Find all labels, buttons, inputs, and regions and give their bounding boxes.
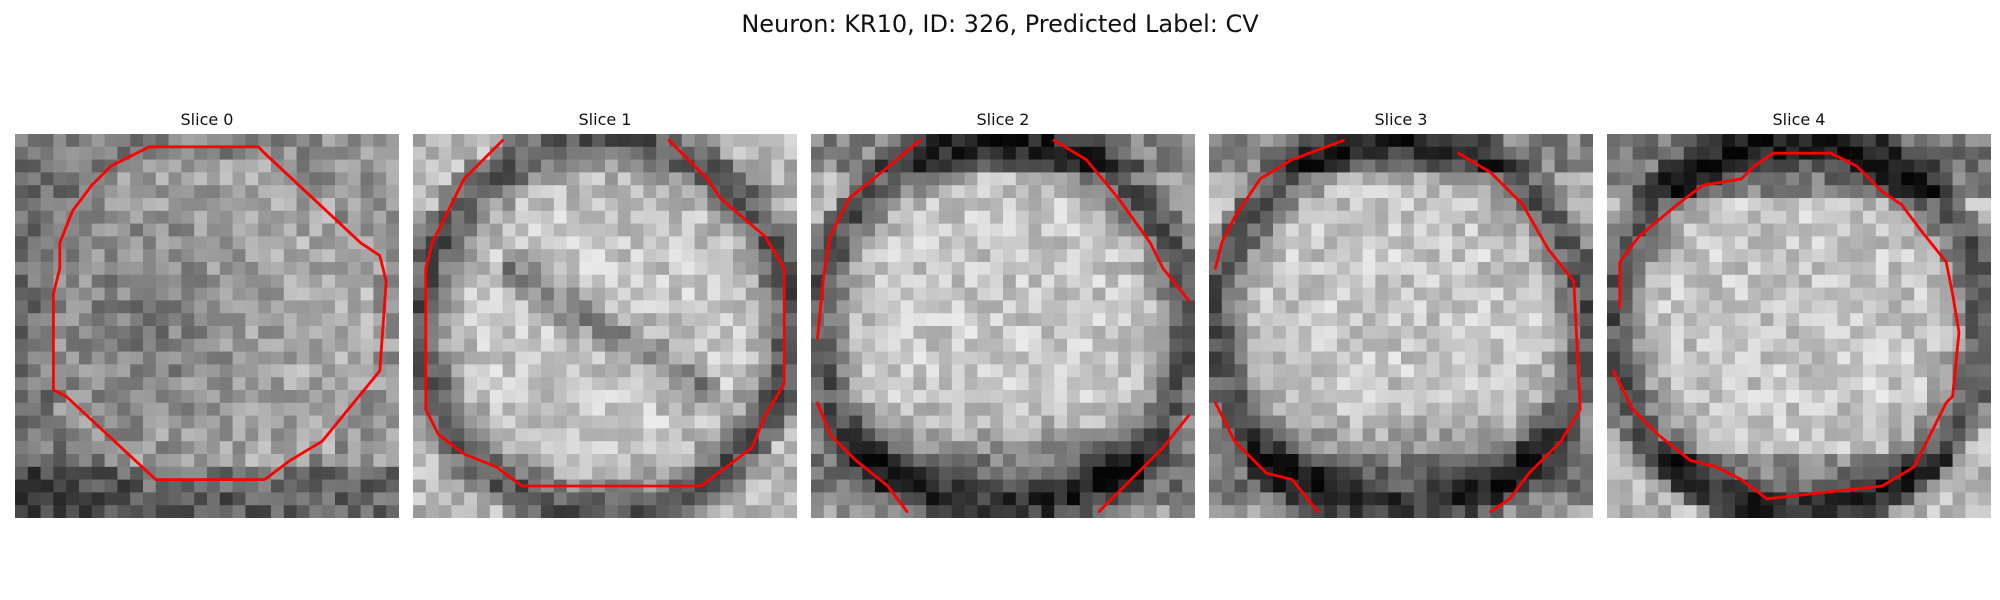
slice-panel: Slice 4 xyxy=(1607,106,1991,520)
slice-image xyxy=(413,134,797,518)
slice-image xyxy=(15,134,399,518)
slice-title: Slice 1 xyxy=(413,110,797,129)
slice-panel: Slice 0 xyxy=(15,106,399,520)
slice-title: Slice 4 xyxy=(1607,110,1991,129)
slice-image xyxy=(1607,134,1991,518)
slice-title: Slice 0 xyxy=(15,110,399,129)
figure-title: Neuron: KR10, ID: 326, Predicted Label: … xyxy=(0,10,2000,38)
slice-title: Slice 3 xyxy=(1209,110,1593,129)
slice-image xyxy=(811,134,1195,518)
slice-panel: Slice 1 xyxy=(413,106,797,520)
slice-title: Slice 2 xyxy=(811,110,1195,129)
slice-image xyxy=(1209,134,1593,518)
slice-panel: Slice 3 xyxy=(1209,106,1593,520)
slice-panel: Slice 2 xyxy=(811,106,1195,520)
